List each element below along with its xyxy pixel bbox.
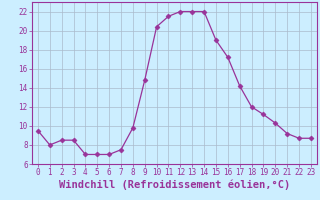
X-axis label: Windchill (Refroidissement éolien,°C): Windchill (Refroidissement éolien,°C) [59, 180, 290, 190]
